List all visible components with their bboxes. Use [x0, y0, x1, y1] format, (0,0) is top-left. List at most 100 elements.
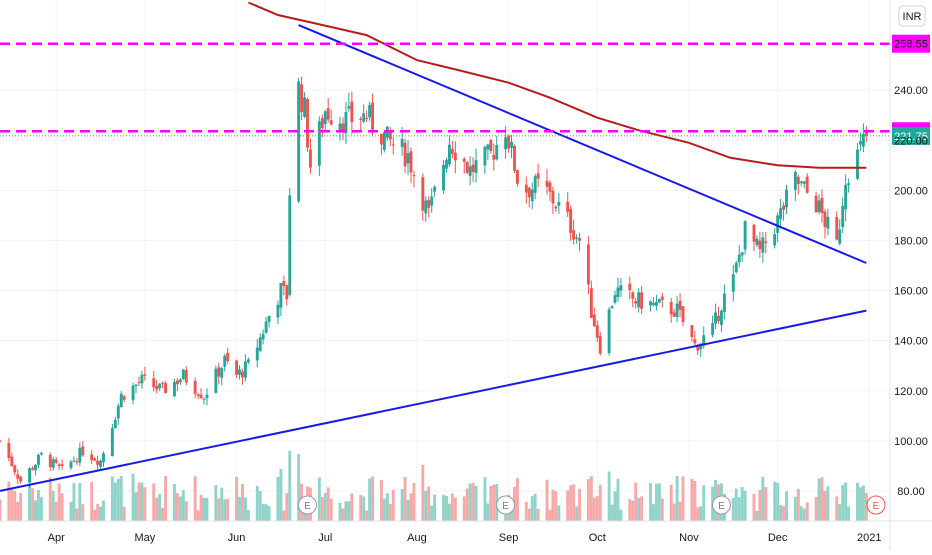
candle-body	[616, 287, 620, 297]
volume-bar	[492, 484, 496, 521]
volume-bar	[359, 494, 363, 521]
volume-bar	[406, 499, 410, 521]
candle-body	[214, 368, 218, 393]
volume-bar	[241, 483, 244, 521]
volume-bar	[613, 491, 617, 521]
candle-body	[453, 152, 457, 161]
volume-bar	[465, 488, 469, 521]
volume-bar	[184, 501, 188, 521]
volume-bar	[548, 509, 552, 521]
volume-bar	[152, 483, 156, 521]
volume-bar	[155, 497, 159, 521]
candle-body	[610, 306, 614, 309]
x-tick-label: Nov	[679, 532, 699, 544]
volume-bar	[382, 498, 386, 521]
volume-bar	[258, 491, 262, 521]
y-tick-label: 240.00	[894, 85, 928, 97]
volume-bar	[847, 506, 851, 521]
volume-bar	[341, 508, 345, 521]
candle-body	[551, 190, 555, 204]
volume-bar	[391, 489, 395, 521]
candle-body	[841, 205, 845, 227]
candle-body	[181, 369, 185, 380]
candle-body	[722, 293, 726, 312]
candle-body	[773, 234, 777, 246]
volume-bar	[607, 471, 611, 521]
x-tick-label: Jul	[318, 532, 332, 544]
candle-body	[702, 335, 706, 346]
candle-body	[864, 129, 868, 136]
volume-bar	[743, 490, 747, 521]
volume-bar	[379, 480, 383, 521]
candle-body	[0, 440, 2, 442]
earnings-marker-label: E	[502, 501, 509, 512]
earnings-marker[interactable]: E	[496, 495, 516, 515]
candle-body	[406, 153, 410, 164]
candle-body	[279, 283, 283, 308]
volume-bar	[113, 482, 117, 521]
candle-body	[548, 182, 552, 192]
candle-body	[39, 452, 43, 455]
candle-body	[400, 138, 404, 147]
trendline	[0, 309, 867, 492]
volume-bar	[347, 501, 351, 521]
candle-body	[731, 274, 735, 292]
candle-body	[164, 383, 168, 394]
volume-bar	[69, 501, 73, 521]
volume-bar	[483, 477, 487, 521]
candle-body	[631, 292, 635, 299]
candle-body	[530, 189, 534, 202]
candle-body	[258, 337, 262, 351]
volume-bar	[856, 482, 859, 521]
candle-body	[433, 186, 437, 192]
candle-body	[137, 382, 141, 384]
volume-bars	[0, 451, 868, 521]
volume-bar	[34, 500, 37, 521]
candle-body	[678, 300, 682, 310]
volume-bar	[557, 505, 561, 521]
candle-body	[669, 301, 673, 315]
volume-bar	[660, 498, 664, 521]
candle-body	[16, 474, 20, 479]
candle-body	[96, 460, 100, 465]
volume-bar	[51, 491, 55, 521]
candle-body	[184, 370, 188, 383]
candle-body	[557, 201, 561, 206]
volume-bar	[445, 495, 448, 521]
candle-body	[344, 112, 348, 134]
volume-bar	[649, 483, 652, 521]
candle-body	[264, 321, 268, 333]
volume-bar	[131, 473, 135, 521]
candle-body	[752, 224, 756, 242]
candle-body	[178, 379, 182, 383]
earnings-marker[interactable]: E	[866, 495, 886, 515]
earnings-marker[interactable]: E	[298, 495, 318, 515]
volume-bar	[823, 491, 827, 521]
volume-bar	[202, 497, 206, 521]
volume-bar	[447, 503, 451, 521]
candle-body	[57, 464, 61, 467]
candle-body	[48, 454, 52, 468]
candle-body	[368, 105, 372, 118]
candle-body	[359, 118, 363, 121]
earnings-marker-label: E	[304, 501, 311, 512]
volume-bar	[261, 504, 265, 521]
volume-bar	[672, 503, 676, 521]
volume-bar	[193, 476, 197, 521]
candle-body	[637, 292, 641, 308]
candle-body	[276, 304, 280, 318]
earnings-marker[interactable]: E	[711, 495, 731, 515]
x-tick-label: Dec	[768, 532, 788, 544]
candle-body	[793, 171, 797, 190]
volume-bar	[282, 510, 286, 521]
candle-body	[805, 176, 809, 193]
candle-body	[465, 161, 469, 173]
volume-bar	[838, 504, 842, 521]
candle-body	[681, 306, 685, 323]
volume-bar	[323, 492, 327, 521]
currency-badge[interactable]: INR	[898, 5, 926, 27]
volume-bar	[592, 497, 596, 521]
volume-bar	[116, 478, 120, 521]
